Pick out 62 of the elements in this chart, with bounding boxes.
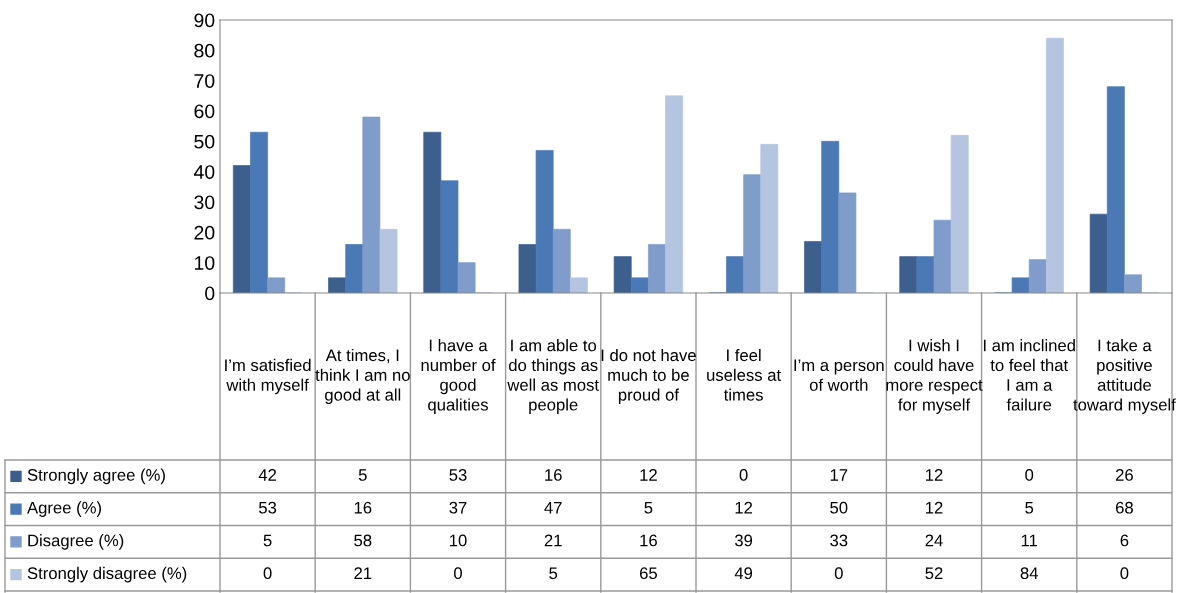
- data-label: 47: [544, 501, 562, 514]
- data-label: 5: [1025, 501, 1034, 514]
- data-label: 49: [734, 567, 753, 580]
- y-tick-label: 80: [194, 43, 215, 58]
- y-tick-label: 0: [205, 286, 215, 301]
- x-tick-label: I have a number of good qualities: [421, 339, 496, 414]
- y-tick-label: 70: [194, 74, 215, 88]
- data-label: 21: [354, 567, 372, 579]
- data-label: 50: [830, 501, 848, 514]
- data-label: 12: [926, 501, 943, 514]
- x-tick-label: I feel useless at times: [707, 348, 781, 401]
- data-label: 17: [830, 469, 848, 481]
- data-label: 0: [739, 469, 748, 481]
- data-label: 84: [1020, 567, 1038, 580]
- data-label: 12: [926, 469, 943, 481]
- data-label: 5: [644, 501, 653, 514]
- x-tick-label: I am able to do things as well as most people: [507, 339, 599, 414]
- legend-label: Disagree (%): [28, 534, 124, 550]
- data-label: 0: [1025, 469, 1034, 481]
- data-label: 12: [735, 501, 753, 514]
- y-tick-label: 40: [193, 165, 215, 179]
- y-tick-label: 30: [194, 195, 215, 210]
- data-label: 6: [1120, 534, 1129, 547]
- data-label: 10: [450, 534, 467, 547]
- data-label: 53: [449, 469, 467, 481]
- y-tick-label: 60: [194, 104, 215, 119]
- data-label: 52: [925, 567, 943, 580]
- y-tick-label: 20: [194, 225, 215, 240]
- y-tick-label: 90: [194, 13, 215, 28]
- data-label: 5: [549, 567, 558, 580]
- x-tick-label: I wish I could have more respect for myself: [886, 339, 983, 414]
- y-tick-label: 50: [194, 134, 215, 149]
- data-label: 65: [639, 567, 657, 580]
- data-label: 33: [830, 534, 848, 547]
- data-label: 39: [734, 534, 753, 547]
- legend-label: Agree (%): [27, 501, 101, 517]
- x-tick-label: I’m satisfied with myself: [225, 358, 311, 395]
- data-label: 0: [263, 567, 272, 580]
- data-label: 21: [544, 534, 562, 547]
- data-label: 24: [925, 534, 943, 547]
- data-label: 5: [358, 469, 367, 481]
- x-tick-label: At times, I think I am no good at all: [315, 348, 410, 405]
- data-label: 37: [449, 501, 467, 514]
- data-label: 5: [263, 534, 272, 547]
- data-label: 16: [545, 469, 562, 481]
- legend-label: Strongly agree (%): [27, 468, 165, 485]
- legend-label: Strongly disagree (%): [27, 566, 187, 583]
- data-label: 0: [454, 567, 462, 580]
- y-tick-label: 10: [195, 256, 215, 270]
- data-label: 0: [1120, 567, 1129, 580]
- x-tick-label: I do not have much to be proud of: [601, 348, 696, 405]
- data-label: 42: [258, 469, 277, 481]
- data-label: 53: [259, 501, 277, 514]
- data-label: 16: [640, 534, 657, 547]
- data-label: 68: [1115, 501, 1133, 514]
- data-label: 0: [834, 567, 843, 580]
- data-label: 26: [1115, 469, 1133, 481]
- data-label: 16: [354, 501, 372, 514]
- data-label: 58: [354, 534, 372, 547]
- x-tick-label: I’m a person of worth: [794, 359, 884, 391]
- data-label: 12: [640, 469, 657, 481]
- data-label: 11: [1021, 534, 1038, 547]
